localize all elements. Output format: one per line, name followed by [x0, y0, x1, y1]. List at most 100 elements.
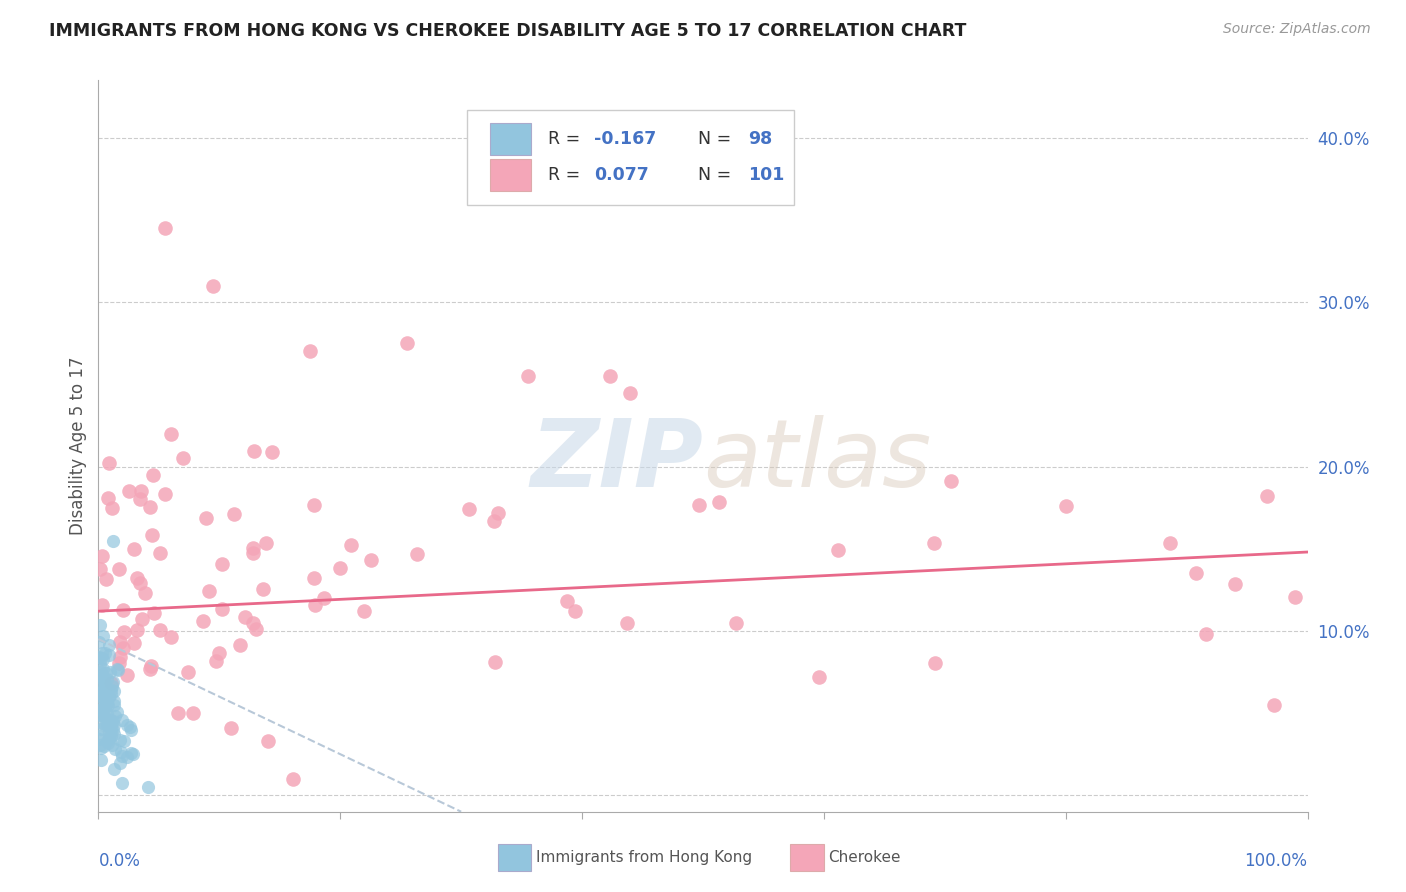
Point	[89, 671, 111, 685]
Point	[808, 670, 831, 684]
Point	[149, 546, 172, 560]
Point	[91, 702, 114, 716]
Point	[100, 729, 122, 743]
Point	[89, 703, 111, 717]
Point	[484, 655, 506, 669]
Text: ZIP: ZIP	[530, 415, 703, 507]
Point	[110, 745, 132, 759]
Point	[89, 686, 111, 700]
Point	[124, 635, 146, 649]
Point	[406, 547, 429, 561]
FancyBboxPatch shape	[491, 160, 531, 192]
Point	[94, 693, 117, 707]
Point	[89, 657, 111, 671]
Point	[211, 602, 233, 616]
Point	[105, 705, 128, 719]
Point	[96, 733, 118, 747]
Point	[94, 701, 117, 715]
Text: N =: N =	[688, 167, 737, 185]
Point	[599, 368, 621, 383]
Point	[724, 615, 747, 630]
Point	[167, 706, 190, 720]
Text: IMMIGRANTS FROM HONG KONG VS CHEROKEE DISABILITY AGE 5 TO 17 CORRELATION CHART: IMMIGRANTS FROM HONG KONG VS CHEROKEE DI…	[49, 22, 966, 40]
Y-axis label: Disability Age 5 to 17: Disability Age 5 to 17	[69, 357, 87, 535]
Point	[181, 706, 204, 721]
Point	[312, 591, 335, 606]
Text: 98: 98	[748, 130, 772, 148]
Point	[254, 535, 277, 549]
Point	[208, 646, 231, 660]
Point	[97, 648, 120, 663]
Point	[340, 538, 363, 552]
Point	[564, 604, 586, 618]
Point	[221, 721, 243, 735]
Point	[242, 547, 264, 561]
Point	[101, 723, 124, 737]
Point	[329, 561, 352, 575]
Point	[100, 719, 122, 733]
Text: N =: N =	[688, 130, 737, 148]
Point	[90, 741, 112, 756]
Point	[97, 713, 120, 727]
Point	[924, 656, 946, 670]
Point	[302, 571, 325, 585]
Point	[90, 665, 112, 680]
Point	[104, 708, 127, 723]
Point	[252, 582, 274, 597]
Point	[122, 747, 145, 762]
Point	[112, 734, 135, 748]
Point	[101, 679, 124, 693]
Text: R =: R =	[548, 130, 586, 148]
Point	[91, 599, 114, 613]
Point	[87, 649, 110, 664]
Text: Cherokee: Cherokee	[828, 850, 901, 864]
Text: 0.077: 0.077	[595, 167, 650, 185]
FancyBboxPatch shape	[491, 123, 531, 155]
Point	[112, 603, 135, 617]
Point	[299, 344, 322, 359]
Point	[141, 528, 163, 542]
Text: Source: ZipAtlas.com: Source: ZipAtlas.com	[1223, 22, 1371, 37]
Point	[1256, 489, 1278, 503]
Point	[142, 606, 165, 620]
Point	[89, 618, 111, 632]
Point	[115, 668, 138, 682]
Text: atlas: atlas	[703, 415, 931, 506]
Point	[104, 741, 127, 756]
Point	[198, 583, 221, 598]
Point	[233, 610, 256, 624]
Point	[195, 510, 218, 524]
Point	[100, 676, 122, 690]
Point	[482, 514, 505, 528]
Point	[93, 676, 115, 690]
Point	[93, 739, 115, 754]
Point	[128, 491, 150, 506]
Point	[191, 614, 214, 628]
Point	[89, 738, 111, 752]
Point	[91, 668, 114, 682]
Point	[129, 575, 152, 590]
Point	[112, 625, 135, 640]
Point	[117, 718, 139, 732]
Point	[96, 706, 118, 721]
Point	[96, 697, 118, 711]
Point	[91, 646, 114, 660]
Point	[111, 713, 134, 727]
Point	[101, 714, 124, 728]
Point	[87, 635, 110, 649]
Point	[89, 562, 111, 576]
Point	[89, 706, 111, 721]
Point	[98, 456, 121, 470]
Point	[97, 491, 120, 505]
Point	[103, 694, 125, 708]
Text: R =: R =	[548, 167, 586, 185]
Point	[87, 729, 110, 743]
Text: -0.167: -0.167	[595, 130, 657, 148]
Point	[245, 622, 267, 636]
Point	[486, 506, 509, 520]
Point	[103, 762, 125, 776]
Point	[120, 747, 142, 761]
Point	[90, 696, 112, 710]
Point	[118, 720, 141, 734]
Point	[1195, 626, 1218, 640]
